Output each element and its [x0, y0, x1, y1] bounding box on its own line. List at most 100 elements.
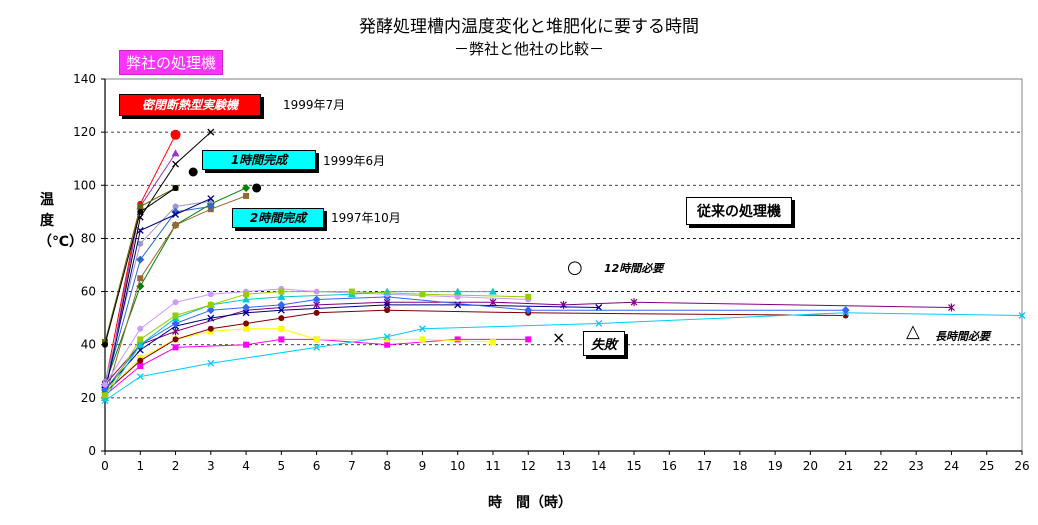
x-tick-label: 1: [136, 459, 144, 473]
data-point: [172, 222, 179, 229]
long-time-label: 長時間必要: [935, 330, 990, 343]
cross-symbol: ×: [552, 328, 566, 347]
y-tick-label: 140: [73, 72, 96, 86]
data-point: [278, 336, 285, 343]
data-point: [172, 160, 179, 168]
y-axis-label: 温度（℃）: [38, 192, 83, 250]
x-tick-label: 13: [556, 459, 571, 473]
x-tick-label: 0: [101, 459, 109, 473]
data-point: [383, 287, 392, 295]
data-point: [206, 202, 215, 211]
y-tick-label: 0: [88, 444, 96, 458]
data-point: [172, 312, 179, 319]
x-tick-label: 6: [313, 459, 321, 473]
data-point: [948, 303, 955, 312]
data-point: [312, 295, 321, 304]
data-point: [278, 325, 285, 332]
data-point: [172, 327, 179, 336]
data-point: [277, 306, 285, 314]
y-tick-label: 40: [81, 338, 96, 352]
series-layer: [101, 128, 1026, 404]
data-point: [348, 288, 355, 295]
conventional-label: 従来の処理機: [686, 197, 792, 225]
data-point: [277, 292, 286, 300]
data-point: [419, 291, 426, 298]
x-tick-label: 5: [278, 459, 286, 473]
data-point: [207, 128, 215, 136]
series-line: [104, 198, 212, 393]
data-point: [207, 325, 214, 332]
data-point: [595, 319, 603, 327]
data-point: [207, 291, 214, 298]
data-point: [278, 315, 285, 322]
x-tick-label: 21: [838, 459, 853, 473]
series-17: [101, 292, 850, 394]
series-line: [104, 296, 846, 391]
data-point: [383, 301, 391, 309]
sealed-year-label: 1999年7月: [283, 98, 346, 112]
data-point: [242, 295, 251, 303]
x-tick-label: 8: [383, 459, 391, 473]
x-tick-label: 2: [172, 459, 180, 473]
y-tick-label: 100: [73, 178, 96, 192]
triangle-symbol: △: [906, 321, 920, 342]
x-tick-label: 9: [419, 459, 427, 473]
data-point: [137, 203, 144, 210]
series-line: [104, 200, 211, 383]
series-line: [104, 309, 846, 393]
data-point: [172, 211, 179, 218]
data-point: [453, 287, 462, 295]
data-point: [489, 298, 497, 307]
x-tick-label: 25: [979, 459, 994, 473]
x-tick-label: 3: [207, 459, 215, 473]
data-point: [137, 336, 144, 343]
y-tick-label: 120: [73, 125, 96, 139]
series-line: [104, 312, 1023, 401]
data-point: [171, 149, 180, 157]
grid-lines: [105, 131, 1022, 399]
data-point: [172, 203, 179, 210]
one-hour-label: 1時間完成: [202, 150, 316, 170]
chart-title: 発酵処理槽内温度変化と堆肥化に要する時間: [359, 17, 699, 37]
data-point: [207, 195, 215, 203]
data-point: [137, 208, 144, 215]
x-tick-label: 10: [450, 459, 465, 473]
data-point: [137, 240, 144, 247]
chart-subtitle: －弊社と他社の比較－: [453, 40, 604, 58]
data-point: [102, 381, 108, 388]
data-point: [137, 275, 144, 282]
data-point: [242, 183, 251, 192]
failure-label: 失敗: [583, 331, 626, 356]
data-point: [489, 339, 496, 346]
data-point: [207, 359, 215, 367]
data-point: [137, 325, 144, 332]
x-tick-label: 12: [521, 459, 536, 473]
x-tick-label: 14: [591, 459, 606, 473]
data-point: [524, 306, 533, 315]
x-tick-label: 22: [873, 459, 888, 473]
two-hour-year-label: 1997年10月: [331, 211, 401, 225]
data-point: [137, 362, 144, 369]
data-point: [242, 303, 251, 312]
twelve-hours-label: 12時間必要: [604, 262, 664, 275]
series-20: [102, 288, 532, 399]
series-line: [104, 206, 211, 388]
series-5: [102, 184, 179, 348]
x-tick-label: 20: [803, 459, 818, 473]
data-point: [278, 288, 285, 295]
data-point: [136, 340, 145, 348]
plot-area: [104, 78, 1023, 452]
data-point: [242, 309, 250, 317]
data-point: [277, 300, 286, 309]
data-point: [384, 336, 391, 343]
x-tick-label: 17: [697, 459, 712, 473]
x-tick-label: 11: [485, 459, 500, 473]
data-point: [243, 192, 250, 199]
x-tick-label: 24: [944, 459, 959, 473]
y-tick-label: 60: [81, 285, 96, 299]
data-point: [206, 306, 215, 315]
data-point: [488, 287, 497, 295]
data-point: [525, 336, 532, 343]
data-point: [1018, 312, 1026, 319]
data-point: [313, 309, 320, 316]
